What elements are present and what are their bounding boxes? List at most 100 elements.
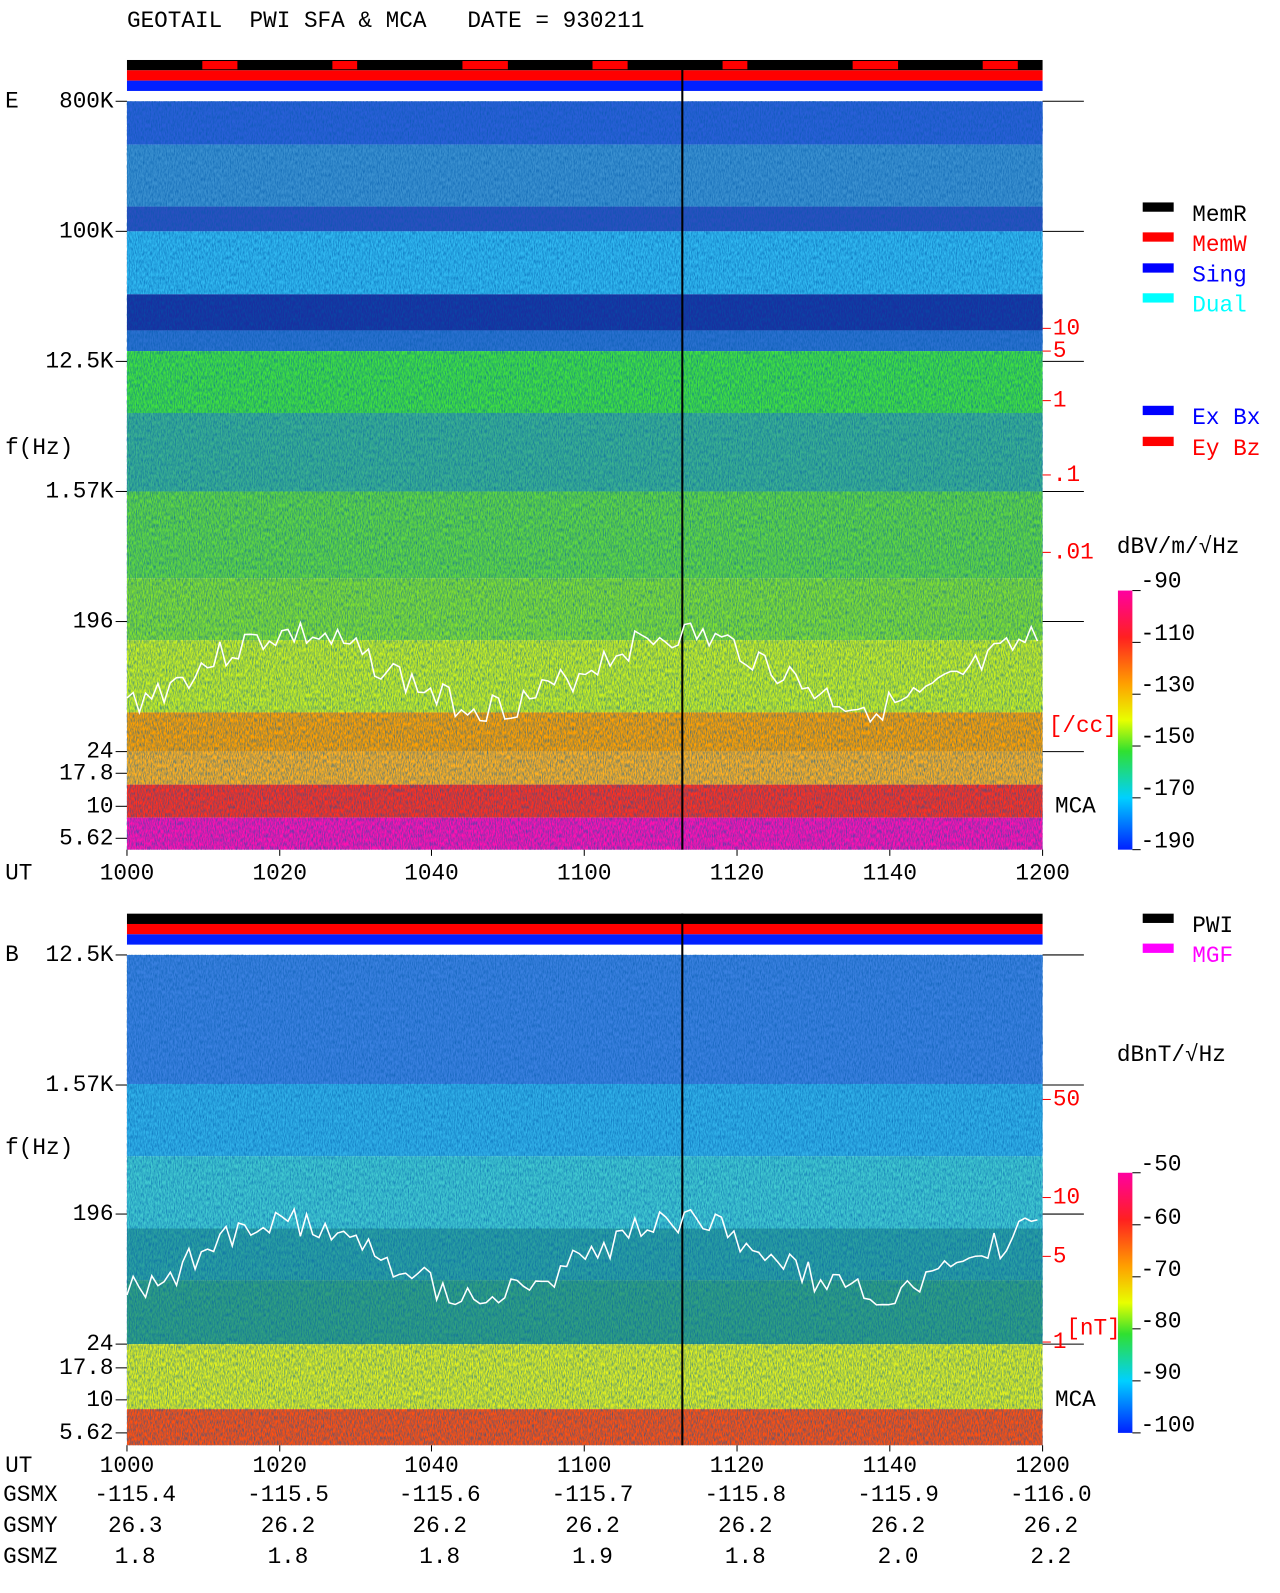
time-tick-label: 1200 xyxy=(1015,1453,1069,1479)
orbit-value: -115.6 xyxy=(399,1482,481,1508)
legend-swatch xyxy=(1142,293,1174,303)
legend-swatch xyxy=(1142,913,1174,923)
orbit-value: -115.8 xyxy=(704,1482,786,1508)
orbit-value: 1.8 xyxy=(419,1544,460,1570)
status-bar xyxy=(126,934,1043,945)
orbit-value: 26.3 xyxy=(108,1513,162,1539)
time-tick-label: 1100 xyxy=(557,860,611,886)
orbit-label: GSMX xyxy=(3,1482,58,1508)
legend-label: Sing xyxy=(1192,263,1246,289)
orbit-value: 2.2 xyxy=(1030,1544,1071,1570)
colorbar xyxy=(1117,590,1133,850)
legend-swatch xyxy=(1142,202,1174,212)
status-segment xyxy=(982,61,1018,70)
legend-label: MemW xyxy=(1192,232,1247,258)
status-segment xyxy=(852,61,899,70)
time-tick-label: 1140 xyxy=(863,1453,917,1479)
colorbar-tick-label: -110 xyxy=(1141,621,1195,647)
time-tick-label: 1120 xyxy=(710,1453,764,1479)
frequency-tick-label: 100K xyxy=(59,218,114,244)
frequency-tick-label: 17.8 xyxy=(59,1355,113,1381)
time-tick-label: 1140 xyxy=(863,860,917,886)
orbit-value: 26.2 xyxy=(871,1513,925,1539)
orbit-value: -115.9 xyxy=(857,1482,939,1508)
orbit-value: -115.4 xyxy=(94,1482,176,1508)
density-trace xyxy=(126,1206,1038,1306)
status-segment xyxy=(332,61,358,70)
frequency-tick-label: 17.8 xyxy=(59,760,113,786)
status-segment xyxy=(722,61,748,70)
time-tick-label: 1000 xyxy=(100,1453,154,1479)
legend-swatch xyxy=(1142,263,1174,273)
colorbar-tick-label: -130 xyxy=(1141,673,1195,699)
panel-label: E xyxy=(5,88,19,114)
colorbar-tick-label: -170 xyxy=(1141,776,1195,802)
spectrogram-noise xyxy=(126,954,1043,1446)
density-tick-label: 5 xyxy=(1053,338,1067,364)
status-segment xyxy=(462,61,508,70)
frequency-tick-label: 196 xyxy=(73,609,114,635)
density-unit: [/cc] xyxy=(1049,713,1117,739)
density-tick-label: .01 xyxy=(1053,539,1094,565)
orbit-value: -116.0 xyxy=(1010,1482,1092,1508)
status-segment xyxy=(202,61,238,70)
status-bar xyxy=(126,913,1043,924)
time-tick-label: 1040 xyxy=(404,860,458,886)
orbit-value: 1.8 xyxy=(725,1544,766,1570)
legend-label: MGF xyxy=(1192,943,1233,969)
legend-swatch xyxy=(1142,436,1174,447)
frequency-tick-label: 12.5K xyxy=(45,942,113,968)
time-tick-label: 1000 xyxy=(100,860,154,886)
orbit-value: 26.2 xyxy=(261,1513,315,1539)
orbit-value: -115.5 xyxy=(247,1482,329,1508)
legend-label: Dual xyxy=(1192,293,1246,319)
orbit-label: GSMY xyxy=(3,1513,58,1539)
time-tick-label: 1200 xyxy=(1015,860,1069,886)
frequency-tick-label: 196 xyxy=(73,1201,114,1227)
time-tick-label: 1100 xyxy=(557,1453,611,1479)
legend-swatch xyxy=(1142,943,1174,953)
time-tick-label: 1040 xyxy=(404,1453,458,1479)
orbit-value: 26.2 xyxy=(718,1513,772,1539)
status-segment xyxy=(592,61,628,70)
density-unit: [nT] xyxy=(1066,1316,1120,1342)
colorbar-tick-label: -100 xyxy=(1141,1413,1195,1439)
frequency-tick-label: 24 xyxy=(86,1331,113,1357)
orbit-value: -115.7 xyxy=(552,1482,634,1508)
orbit-value: 2.0 xyxy=(878,1544,919,1570)
orbit-label: GSMZ xyxy=(3,1544,57,1570)
density-tick-label: .1 xyxy=(1053,462,1080,488)
orbit-value: 1.8 xyxy=(115,1544,156,1570)
frequency-tick-label: 24 xyxy=(86,739,113,765)
colorbar-unit: dBnT/√Hz xyxy=(1117,1042,1226,1068)
panel-label: B xyxy=(5,942,19,968)
density-tick-label: 50 xyxy=(1053,1086,1080,1112)
title: GEOTAIL PWI SFA & MCA DATE = 930211 xyxy=(127,8,644,34)
density-tick-label: 1 xyxy=(1053,388,1067,414)
time-tick-label: 1020 xyxy=(253,860,307,886)
colorbar-tick-label: -60 xyxy=(1141,1205,1182,1231)
legend-label: Ey Bz xyxy=(1192,436,1260,462)
density-tick-label: 10 xyxy=(1053,315,1080,341)
colorbar-tick-label: -150 xyxy=(1141,724,1195,750)
axis-label: f(Hz) xyxy=(5,1135,73,1161)
frequency-tick-label: 10 xyxy=(86,1387,113,1413)
spectrogram-noise xyxy=(126,101,1043,850)
density-tick-label: 1 xyxy=(1053,1329,1067,1355)
density-tick-label: 10 xyxy=(1053,1185,1080,1211)
colorbar-unit: dBV/m/√Hz xyxy=(1117,534,1240,560)
legend-swatch xyxy=(1142,232,1174,242)
orbit-value: 1.9 xyxy=(572,1544,613,1570)
frequency-tick-label: 5.62 xyxy=(59,825,113,851)
frequency-tick-label: 5.62 xyxy=(59,1420,113,1446)
status-bar xyxy=(126,923,1043,935)
time-tick-label: 1120 xyxy=(710,860,764,886)
orbit-value: 26.2 xyxy=(565,1513,619,1539)
time-axis-label: UT xyxy=(5,1453,32,1479)
legend-swatch xyxy=(1142,405,1174,416)
frequency-tick-label: 1.57K xyxy=(45,1072,113,1098)
colorbar-tick-label: -80 xyxy=(1141,1308,1182,1334)
colorbar-tick-label: -90 xyxy=(1141,568,1182,594)
legend-label: MemR xyxy=(1192,202,1247,228)
